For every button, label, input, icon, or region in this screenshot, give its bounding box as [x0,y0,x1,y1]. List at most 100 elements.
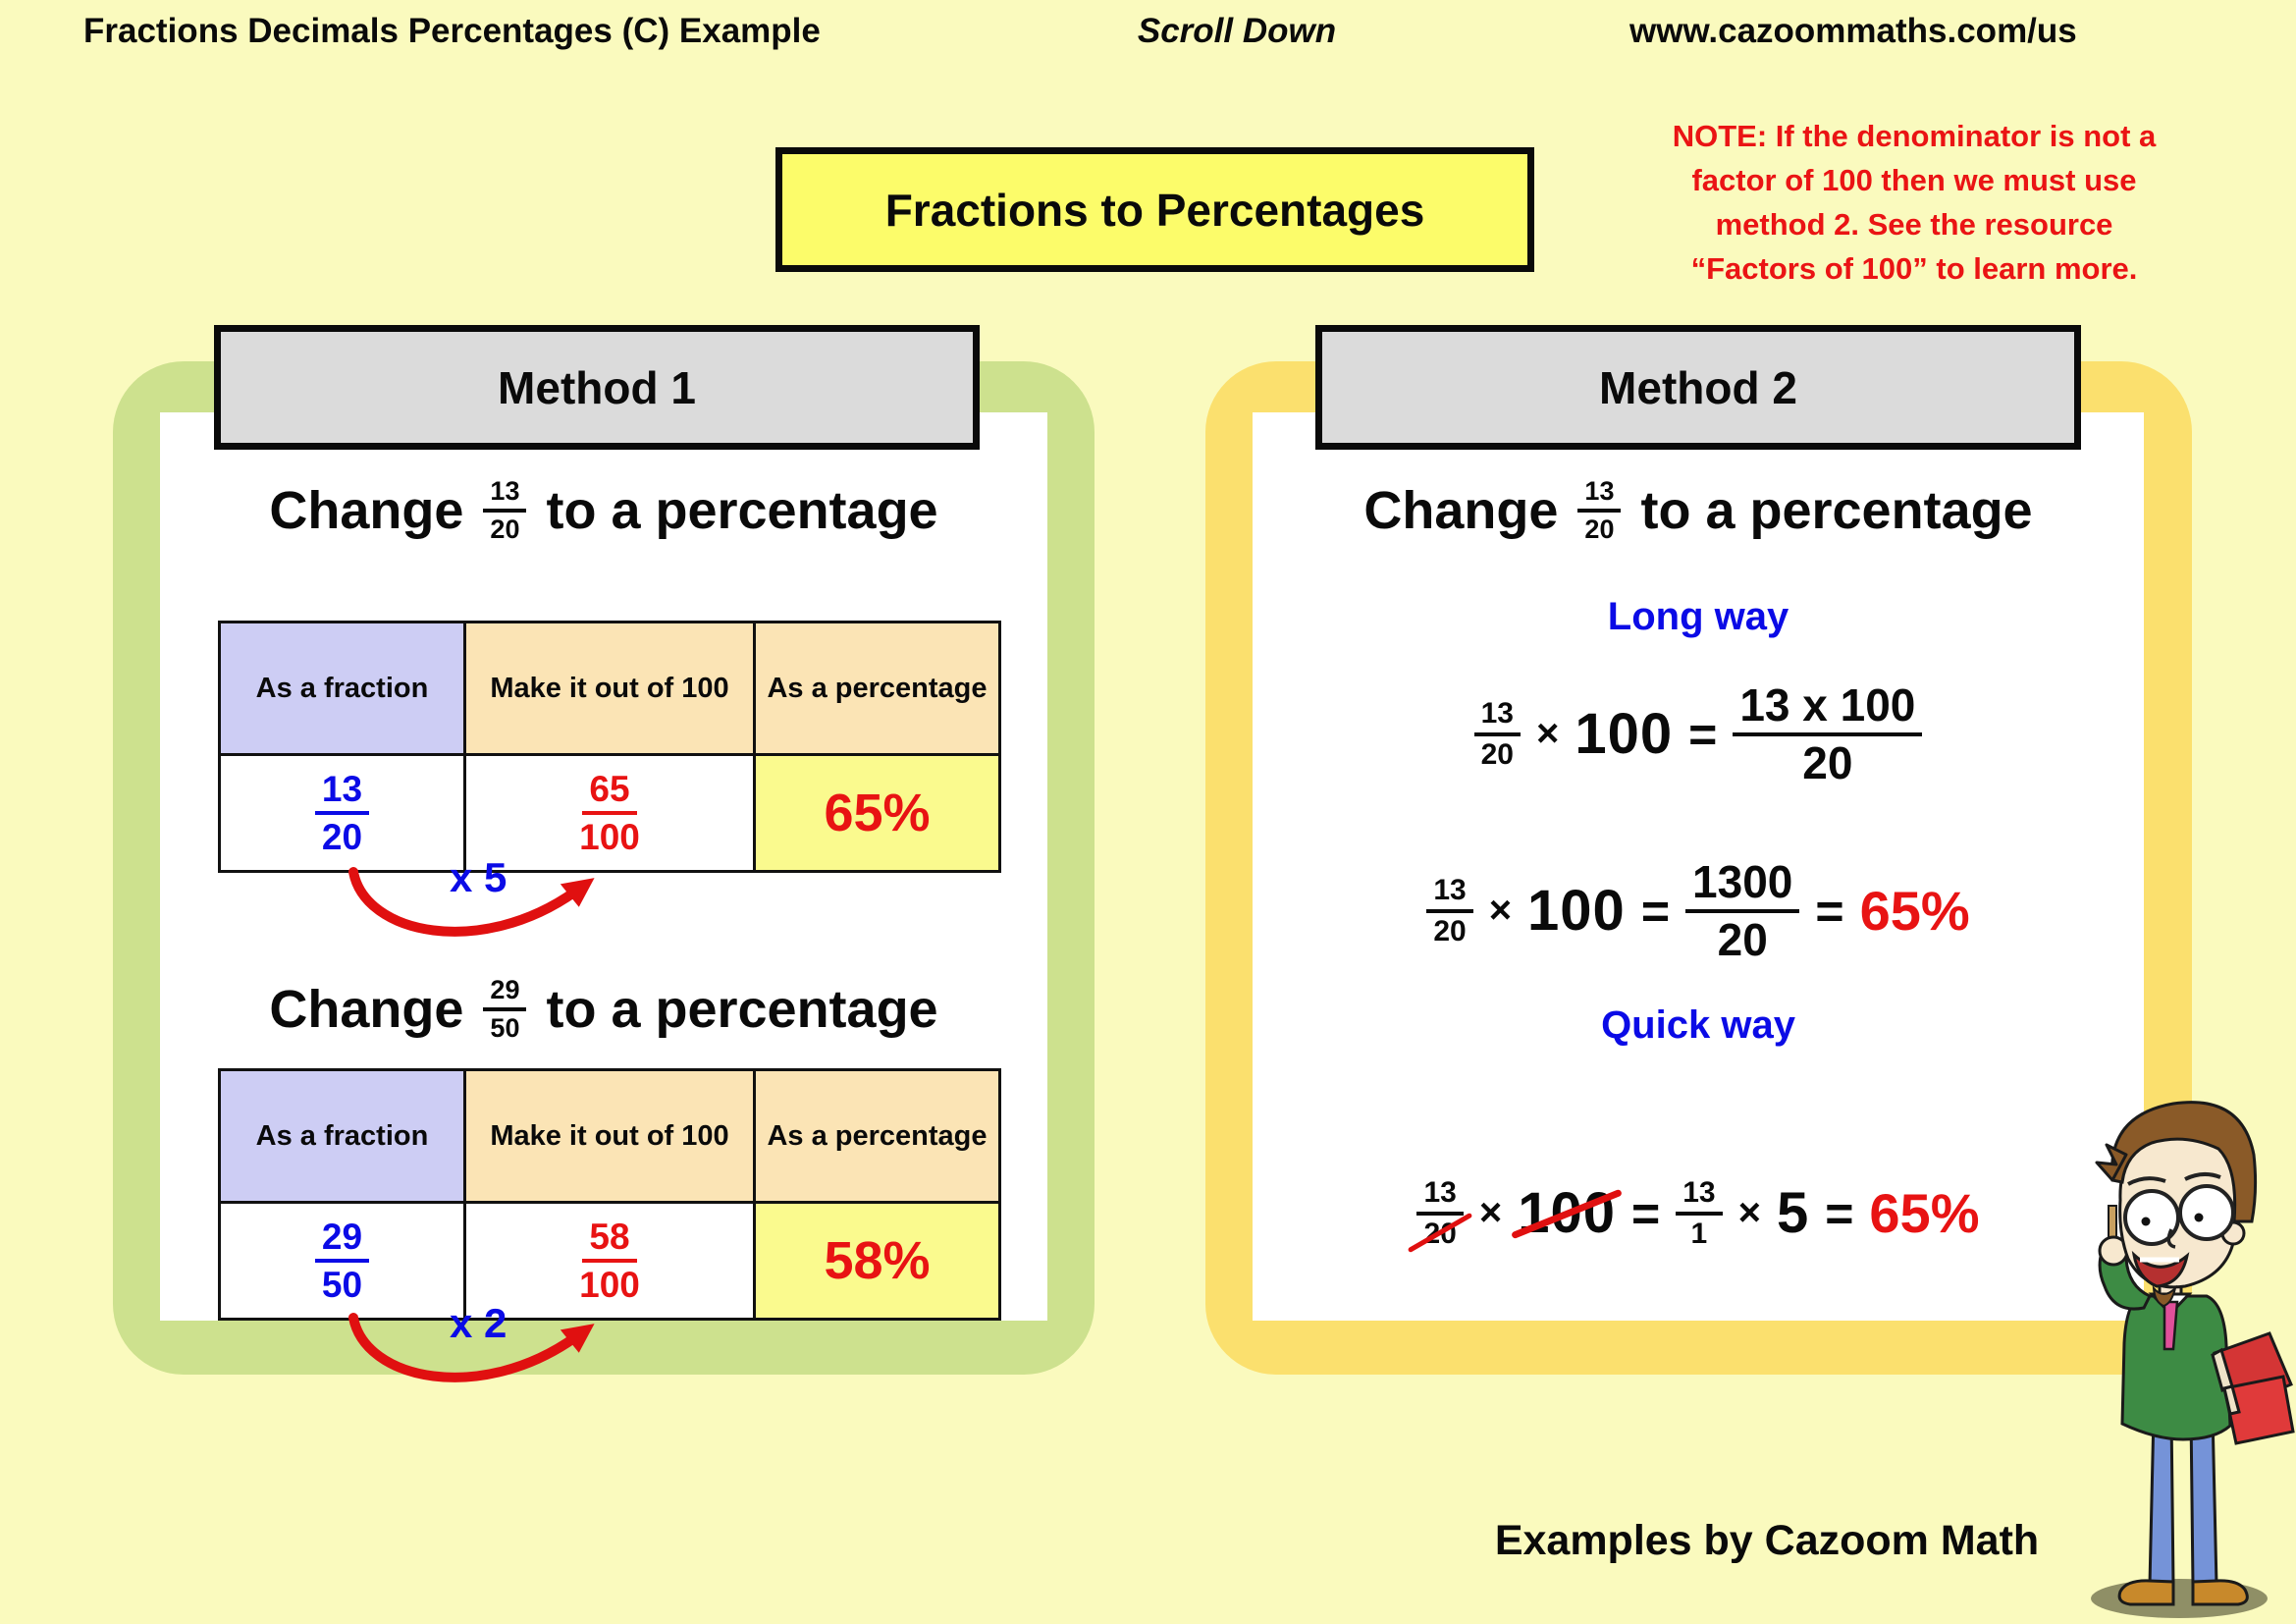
table-header-make-it-out-of-100: Make it out of 100 [466,623,753,753]
fraction-denominator: 50 [490,1013,520,1043]
fraction-denominator: 20 [1584,514,1615,544]
fraction-numerator: 29 [314,1218,370,1263]
heading-word: Change [1363,481,1559,540]
fraction-denominator: 20 [1717,913,1768,965]
fraction-value: 13 20 [1426,874,1473,947]
fraction-value: 29 50 [314,1218,370,1305]
fraction-numerator: 65 [582,770,637,815]
hundred-value: 100 [1527,879,1626,943]
curved-arrow-icon [348,867,595,937]
fraction-value: 65 100 [572,770,647,857]
equals-sign: = [1815,883,1844,939]
fraction-numerator: 13 [1577,477,1622,513]
fraction-value: 13 20 [314,770,370,857]
equals-sign: = [1631,1185,1661,1241]
multiplier-label: x 5 [450,854,507,900]
equals-sign: = [1640,883,1671,939]
heading-word: Change [269,980,464,1039]
fraction-denominator: 20 [1480,737,1514,771]
fraction-denominator: 20 [1433,914,1467,947]
times-sign: × [1478,1191,1503,1234]
website-url: www.cazoommaths.com/us [1629,12,2077,50]
fraction-numerator: 13 [1426,874,1473,913]
fraction-numerator: 1300 [1685,857,1800,913]
heading-word: to a percentage [546,980,938,1039]
method1-problem1-heading: Change 13 20 to a percentage [160,452,1047,569]
table-cell-fraction: 29 50 [221,1204,463,1318]
table-header-as-a-fraction: As a fraction [221,623,463,753]
method2-header-label: Method 2 [1599,361,1797,413]
note-text: NOTE: If the denominator is not a factor… [1590,114,2238,291]
percentage-result: 65% [1859,880,1970,942]
note-line: method 2. See the resource [1715,207,2113,242]
fraction-value: 13 1 [1676,1176,1723,1250]
method1-header-label: Method 1 [498,361,696,413]
big-fraction: 1300 20 [1685,857,1800,965]
fraction-denominator: 100 [579,817,640,857]
method2-panel [1253,412,2144,1321]
fraction-numerator: 13 [1473,697,1521,736]
table-header-make-it-out-of-100: Make it out of 100 [466,1071,753,1201]
method2-problem-heading: Change 13 20 to a percentage [1253,452,2144,569]
fraction-denominator: 50 [321,1265,363,1305]
percentage-result: 65% [1869,1182,1980,1244]
fraction-numerator: 13 [483,477,527,513]
long-way-label: Long way [1607,595,1789,638]
fraction-value: 13 20 [1416,1176,1464,1250]
times-sign: × [1488,889,1513,932]
big-fraction: 13 x 100 20 [1733,680,1923,788]
note-line: factor of 100 then we must use [1691,163,2137,197]
heading-word: to a percentage [546,481,938,540]
equals-sign: = [1825,1185,1854,1241]
note-line: “Factors of 100” to learn more. [1690,251,2138,286]
fraction-numerator: 13 x 100 [1733,680,1923,736]
heading-fraction: 13 20 [483,477,527,544]
equals-sign: = [1688,706,1718,762]
page-title: Fractions to Percentages [775,147,1534,272]
worksheet-title-text: Fractions Decimals Percentages (C) Examp… [83,12,821,50]
table-cell-out-of-100: 58 100 [466,1204,753,1318]
page-title-label: Fractions to Percentages [884,184,1425,236]
times-sign: × [1737,1191,1761,1234]
quick-way-equation: 13 20 × 100 = 13 1 × 5 = 65% [1253,1127,2144,1299]
long-way-equation-1: 13 20 × 100 = 13 x 100 20 [1253,648,2144,820]
fraction-numerator: 29 [483,976,527,1011]
scroll-down-hint: Scroll Down [1137,12,1337,50]
percentage-value: 58% [824,1231,931,1290]
table-header-as-a-percentage: As a percentage [756,623,998,753]
fraction-denominator: 100 [579,1265,640,1305]
method2-header: Method 2 [1315,325,2081,450]
fraction-denominator: 20 [490,514,520,544]
fraction-value: 58 100 [572,1218,647,1305]
heading-word: Change [269,481,464,540]
table-header-as-a-fraction: As a fraction [221,1071,463,1201]
table-cell-out-of-100: 65 100 [466,756,753,870]
curved-arrow-icon [348,1313,595,1382]
fraction-value: 13 20 [1473,697,1521,771]
percentage-value: 65% [824,784,931,842]
multiplier-label: x 2 [450,1300,507,1346]
fraction-numerator: 13 [314,770,370,815]
multiply-arrow-1: x 5 [334,854,609,964]
fraction-denominator: 1 [1690,1217,1708,1250]
heading-word: to a percentage [1640,481,2033,540]
hundred-value: 100 [1575,702,1674,766]
table-cell-percentage: 58% [756,1204,998,1318]
footer-credit: Examples by Cazoom Math [1494,1517,2040,1564]
fraction-numerator: 13 [1416,1176,1464,1216]
hundred-value-cancelled: 100 [1518,1181,1616,1245]
table-header-as-a-percentage: As a percentage [756,1071,998,1201]
method1-header: Method 1 [214,325,980,450]
long-way-equation-2: 13 20 × 100 = 1300 20 = 65% [1253,825,2144,997]
fraction-denominator: 20 [321,817,363,857]
fraction-denominator: 20 [1802,736,1853,788]
five-value: 5 [1776,1181,1810,1245]
fraction-numerator: 13 [1676,1176,1723,1216]
heading-fraction: 13 20 [1577,477,1622,544]
fraction-numerator: 58 [582,1218,637,1263]
fraction-denominator-cancelled: 20 [1416,1216,1463,1250]
table-cell-percentage: 65% [756,756,998,870]
quick-way-label: Quick way [1601,1003,1795,1047]
heading-fraction: 29 50 [483,976,527,1043]
